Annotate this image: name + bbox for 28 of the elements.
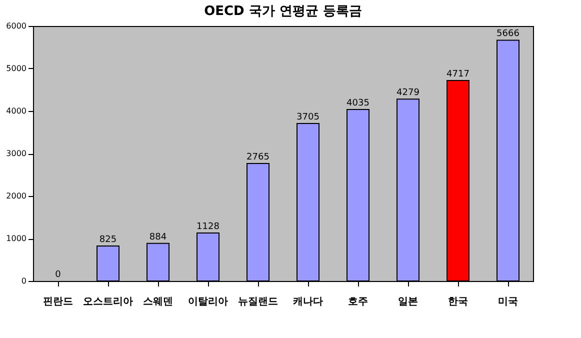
data-label: 825	[99, 234, 117, 245]
data-label: 0	[55, 270, 62, 280]
data-label: 3705	[296, 112, 320, 123]
y-tick-label: 4000	[6, 106, 26, 116]
y-tick-label: 3000	[6, 149, 26, 158]
y-tick-label: 0	[21, 276, 26, 286]
x-tick-label: 이탈리아	[188, 296, 228, 308]
x-tick-label: 오스트리아	[83, 296, 133, 308]
x-tick-label: 미국	[498, 296, 518, 308]
data-label: 884	[149, 232, 167, 242]
data-label: 4279	[396, 88, 420, 98]
x-tick-label: 일본	[398, 296, 418, 308]
chart-title: OECD 국가 연평균 등록금	[204, 4, 362, 19]
y-tick-label: 2000	[6, 192, 26, 200]
x-tick-label: 스웨덴	[143, 296, 173, 308]
x-tick-label: 뉴질랜드	[238, 296, 278, 308]
data-label: 5666	[496, 29, 520, 40]
y-tick-label: 6000	[6, 22, 26, 30]
data-label: 1128	[196, 222, 220, 232]
y-tick-label: 5000	[6, 64, 26, 73]
data-label: 4035	[346, 98, 370, 109]
data-label: 4717	[446, 70, 470, 80]
x-tick-label: 호주	[348, 296, 368, 308]
data-label: 2765	[246, 152, 270, 162]
x-tick-label: 한국	[448, 296, 468, 308]
x-tick-label: 캐나다	[292, 296, 323, 308]
x-tick-label: 핀란드	[43, 296, 73, 308]
y-tick-label: 1000	[6, 234, 26, 243]
